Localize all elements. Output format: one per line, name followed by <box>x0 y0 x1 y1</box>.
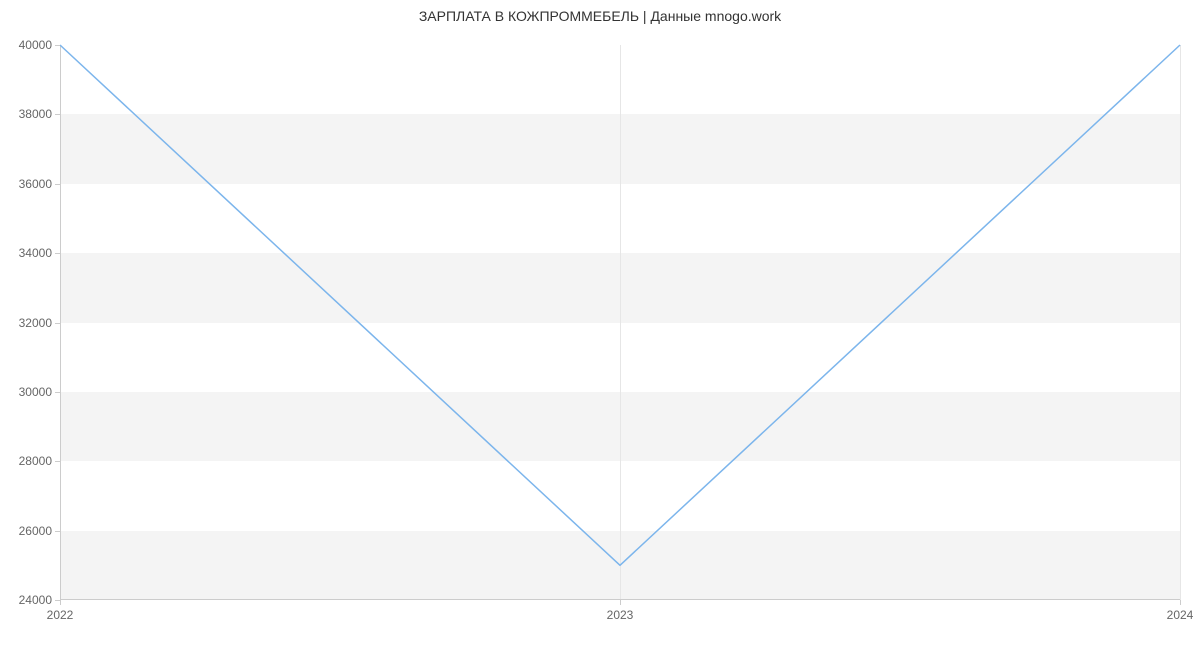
series-line-salary <box>60 45 1180 565</box>
y-tick-mark <box>55 323 60 324</box>
y-tick-label: 36000 <box>19 177 60 191</box>
x-grid-line <box>1180 45 1181 600</box>
y-tick-label: 32000 <box>19 316 60 330</box>
y-tick-mark <box>55 461 60 462</box>
y-tick-mark <box>55 253 60 254</box>
y-tick-label: 40000 <box>19 38 60 52</box>
x-tick-label: 2022 <box>47 600 74 622</box>
x-tick-label: 2024 <box>1167 600 1194 622</box>
y-tick-label: 38000 <box>19 107 60 121</box>
chart-title: ЗАРПЛАТА В КОЖПРОММЕБЕЛЬ | Данные mnogo.… <box>0 8 1200 24</box>
salary-line-chart: ЗАРПЛАТА В КОЖПРОММЕБЕЛЬ | Данные mnogo.… <box>0 0 1200 650</box>
y-tick-mark <box>55 392 60 393</box>
plot-area: 2400026000280003000032000340003600038000… <box>60 45 1180 600</box>
line-layer <box>60 45 1180 600</box>
y-tick-mark <box>55 114 60 115</box>
y-tick-label: 30000 <box>19 385 60 399</box>
y-tick-mark <box>55 531 60 532</box>
y-tick-mark <box>55 45 60 46</box>
y-tick-label: 28000 <box>19 454 60 468</box>
x-tick-label: 2023 <box>607 600 634 622</box>
y-tick-label: 34000 <box>19 246 60 260</box>
y-tick-label: 26000 <box>19 524 60 538</box>
y-tick-mark <box>55 184 60 185</box>
